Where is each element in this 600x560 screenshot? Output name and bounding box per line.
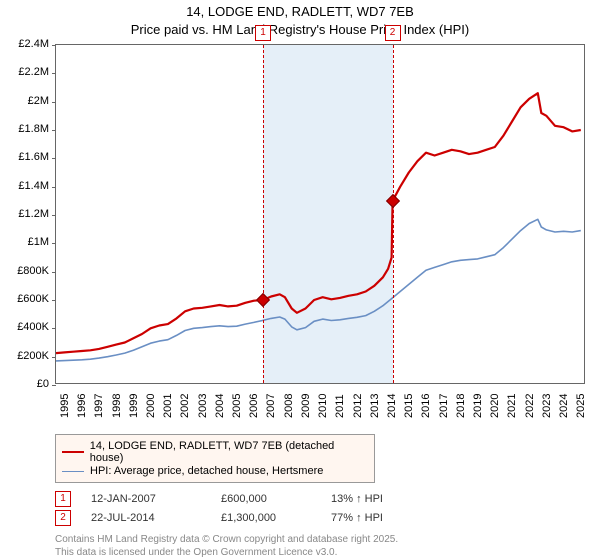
legend-label: 14, LODGE END, RADLETT, WD7 7EB (detache…: [90, 440, 368, 464]
x-tick-label: 2010: [317, 394, 329, 418]
event-row: 1 12-JAN-2007 £600,000 13% ↑ HPI: [55, 491, 600, 507]
events-table: 1 12-JAN-2007 £600,000 13% ↑ HPI 2 22-JU…: [55, 491, 600, 526]
x-tick-label: 2025: [575, 394, 587, 418]
x-tick-label: 2023: [541, 394, 553, 418]
attribution-line: This data is licensed under the Open Gov…: [55, 547, 565, 560]
legend-item: HPI: Average price, detached house, Hert…: [62, 465, 368, 477]
y-tick-label: £800K: [0, 265, 49, 277]
x-tick-label: 2022: [524, 394, 536, 418]
event-price: £600,000: [221, 493, 331, 505]
x-tick-label: 2015: [403, 394, 415, 418]
x-tick-label: 2018: [455, 394, 467, 418]
x-tick-label: 1998: [111, 394, 123, 418]
y-tick-label: £200K: [0, 350, 49, 362]
x-tick-label: 2024: [558, 394, 570, 418]
event-delta: 77% ↑ HPI: [331, 512, 383, 524]
y-tick-label: £1.6M: [0, 151, 49, 163]
x-tick-label: 1999: [128, 394, 140, 418]
x-tick-label: 2019: [472, 394, 484, 418]
x-tick-label: 1997: [93, 394, 105, 418]
event-date: 12-JAN-2007: [91, 493, 221, 505]
title-line1: 14, LODGE END, RADLETT, WD7 7EB: [186, 4, 414, 19]
x-tick-label: 2014: [386, 394, 398, 418]
line-svg: [56, 45, 586, 385]
plot-region: 12: [55, 44, 585, 384]
chart-area: £0£200K£400K£600K£800K£1M£1.2M£1.4M£1.6M…: [55, 44, 585, 384]
event-tag-icon: 1: [55, 491, 71, 507]
y-tick-label: £1.8M: [0, 123, 49, 135]
event-delta: 13% ↑ HPI: [331, 493, 383, 505]
event-tag-on-chart: 2: [385, 25, 401, 41]
x-tick-label: 1995: [59, 394, 71, 418]
event-vline: [263, 45, 264, 383]
y-tick-label: £600K: [0, 293, 49, 305]
x-tick-label: 2007: [265, 394, 277, 418]
x-axis-ticks: 1995 1996 1997 1998 1999 2000 2001 2002 2003 2004…: [55, 384, 585, 434]
x-tick-label: 2013: [369, 394, 381, 418]
chart-title: 14, LODGE END, RADLETT, WD7 7EB Price pa…: [0, 0, 600, 38]
x-tick-label: 2002: [179, 394, 191, 418]
attribution-line: Contains HM Land Registry data © Crown c…: [55, 534, 565, 547]
title-line2: Price paid vs. HM Land Registry's House …: [0, 21, 600, 39]
legend-swatch: [62, 471, 84, 472]
y-tick-label: £2.2M: [0, 66, 49, 78]
x-tick-label: 2004: [214, 394, 226, 418]
legend-item: 14, LODGE END, RADLETT, WD7 7EB (detache…: [62, 440, 368, 464]
event-row: 2 22-JUL-2014 £1,300,000 77% ↑ HPI: [55, 510, 600, 526]
y-tick-label: £0: [0, 378, 49, 390]
legend-label: HPI: Average price, detached house, Hert…: [90, 465, 323, 477]
x-tick-label: 2008: [283, 394, 295, 418]
x-tick-label: 1996: [76, 394, 88, 418]
x-tick-label: 2009: [300, 394, 312, 418]
x-tick-label: 2005: [231, 394, 243, 418]
x-tick-label: 2003: [197, 394, 209, 418]
event-tag-icon: 2: [55, 510, 71, 526]
y-tick-label: £2M: [0, 95, 49, 107]
y-tick-label: £400K: [0, 321, 49, 333]
attribution-text: Contains HM Land Registry data © Crown c…: [55, 534, 565, 559]
x-tick-label: 2012: [352, 394, 364, 418]
y-tick-label: £1.4M: [0, 180, 49, 192]
legend-swatch: [62, 451, 84, 453]
x-tick-label: 2011: [334, 394, 346, 418]
event-vline: [393, 45, 394, 383]
event-date: 22-JUL-2014: [91, 512, 221, 524]
x-tick-label: 2017: [438, 394, 450, 418]
x-tick-label: 2020: [489, 394, 501, 418]
x-tick-label: 2021: [506, 394, 518, 418]
x-tick-label: 2016: [420, 394, 432, 418]
y-tick-label: £2.4M: [0, 38, 49, 50]
x-tick-label: 2000: [145, 394, 157, 418]
event-tag-on-chart: 1: [255, 25, 271, 41]
x-tick-label: 2006: [248, 394, 260, 418]
y-tick-label: £1.2M: [0, 208, 49, 220]
legend-box: 14, LODGE END, RADLETT, WD7 7EB (detache…: [55, 434, 375, 483]
event-price: £1,300,000: [221, 512, 331, 524]
x-tick-label: 2001: [162, 394, 174, 418]
y-tick-label: £1M: [0, 236, 49, 248]
